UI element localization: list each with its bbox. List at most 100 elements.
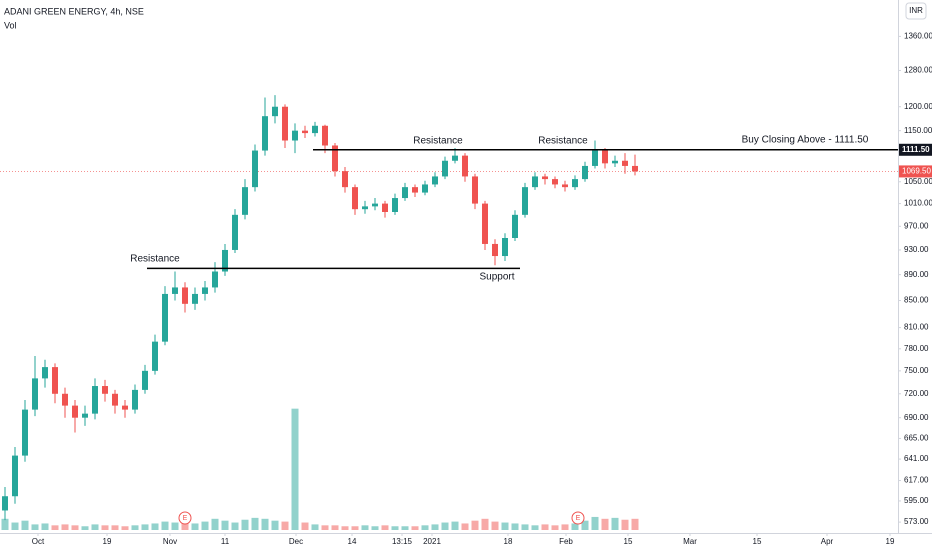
x-tick-label: 19 [103, 537, 112, 546]
x-tick-label: Apr [821, 537, 834, 546]
annotation: Resistance [538, 136, 588, 147]
volume-bar [231, 522, 239, 530]
y-tick-label: 617.00 [904, 476, 929, 485]
candle-body [612, 160, 618, 164]
volume-bar [301, 522, 309, 530]
y-tick-label: 595.00 [904, 496, 929, 505]
x-tick-label: Mar [683, 537, 697, 546]
volume-bar [251, 517, 259, 530]
volume-bar [41, 523, 49, 530]
candle-body [22, 409, 28, 456]
candle-body [402, 187, 408, 199]
candle-body [592, 150, 598, 166]
candle-body [452, 155, 458, 161]
y-tick-label: 930.00 [904, 245, 929, 254]
annotation: Resistance [130, 254, 180, 265]
x-tick-label: 19 [886, 537, 895, 546]
candle-body [472, 176, 478, 204]
candle-body [132, 389, 138, 410]
symbol-title: ADANI GREEN ENERGY, 4h, NSE [4, 6, 144, 16]
candle-body [142, 370, 148, 390]
candle-body [282, 106, 288, 141]
volume-bar [561, 524, 569, 530]
candle-body [502, 238, 508, 257]
currency-button[interactable] [905, 2, 927, 20]
y-tick-label: 1280.00 [904, 66, 932, 75]
volume-bar [71, 525, 79, 530]
volume-bar [191, 523, 199, 530]
volume-bar [601, 518, 609, 530]
candle-body [92, 386, 98, 414]
volume-bar [471, 520, 479, 530]
candle-body [222, 249, 228, 272]
volume-bar [491, 521, 499, 530]
candle-body [302, 130, 308, 134]
candle-body [192, 293, 198, 304]
volume-bar [271, 520, 279, 530]
volume-bar [31, 524, 39, 530]
x-tick-label: Nov [163, 537, 177, 546]
x-tick-label: 2021 [423, 537, 441, 546]
earnings-label: E [576, 515, 581, 522]
candle-body [262, 116, 268, 151]
candle-body [312, 125, 318, 134]
y-tick-label: 970.00 [904, 221, 929, 230]
volume-bar [551, 525, 559, 530]
volume-bar [331, 525, 339, 530]
candle-body [532, 176, 538, 188]
candle-body [272, 106, 278, 117]
price-tag-label: 1069.50 [902, 167, 931, 176]
candle-body [2, 496, 8, 511]
y-tick-label: 850.00 [904, 296, 929, 305]
volume-bar [121, 526, 129, 530]
candle-body [552, 179, 558, 185]
volume-bar [311, 524, 319, 530]
earnings-label: E [183, 515, 188, 522]
volume-bar [591, 516, 599, 530]
currency[interactable]: INR [909, 6, 923, 15]
x-tick-label: 18 [504, 537, 513, 546]
candle-body [442, 160, 448, 177]
volume-bar [51, 525, 59, 530]
x-tick-label: Feb [559, 537, 573, 546]
volume-bar [11, 522, 19, 530]
x-tick-label: Dec [289, 537, 303, 546]
volume-bar [351, 526, 359, 530]
volume-bar [581, 520, 589, 530]
candle-body [482, 203, 488, 244]
volume-bar [221, 520, 229, 530]
candle-body [332, 145, 338, 172]
candle-body [432, 176, 438, 185]
price-tag [899, 143, 932, 156]
volume-bar [341, 526, 349, 530]
y-tick-label: 750.00 [904, 366, 929, 375]
volume-bar [571, 523, 579, 530]
volume-bar [131, 525, 139, 530]
candle-body [52, 367, 58, 394]
x-tick-label: 15 [753, 537, 762, 546]
candle-body [172, 287, 178, 294]
candle-body [582, 165, 588, 180]
x-tick-label: 14 [348, 537, 357, 546]
volume-bar [61, 524, 69, 530]
candle-body [82, 413, 88, 418]
candle-body [122, 405, 128, 410]
volume-bar [531, 525, 539, 530]
volume-bar [411, 526, 419, 530]
annotation: Support [479, 272, 514, 283]
candle-body [362, 206, 368, 210]
y-tick-label: 890.00 [904, 270, 929, 279]
annotation: Buy Closing Above - 1111.50 [742, 135, 869, 146]
volume-bar [1, 518, 9, 530]
volume-bar [91, 524, 99, 530]
candle-body [232, 214, 238, 250]
price-tag [899, 165, 932, 178]
earnings-marker [571, 511, 585, 525]
y-tick-label: 690.00 [904, 413, 929, 422]
candle-body [512, 214, 518, 239]
volume-bar [361, 525, 369, 530]
candle-body [572, 179, 578, 188]
candle-body [392, 198, 398, 212]
y-tick-label: 780.00 [904, 344, 929, 353]
